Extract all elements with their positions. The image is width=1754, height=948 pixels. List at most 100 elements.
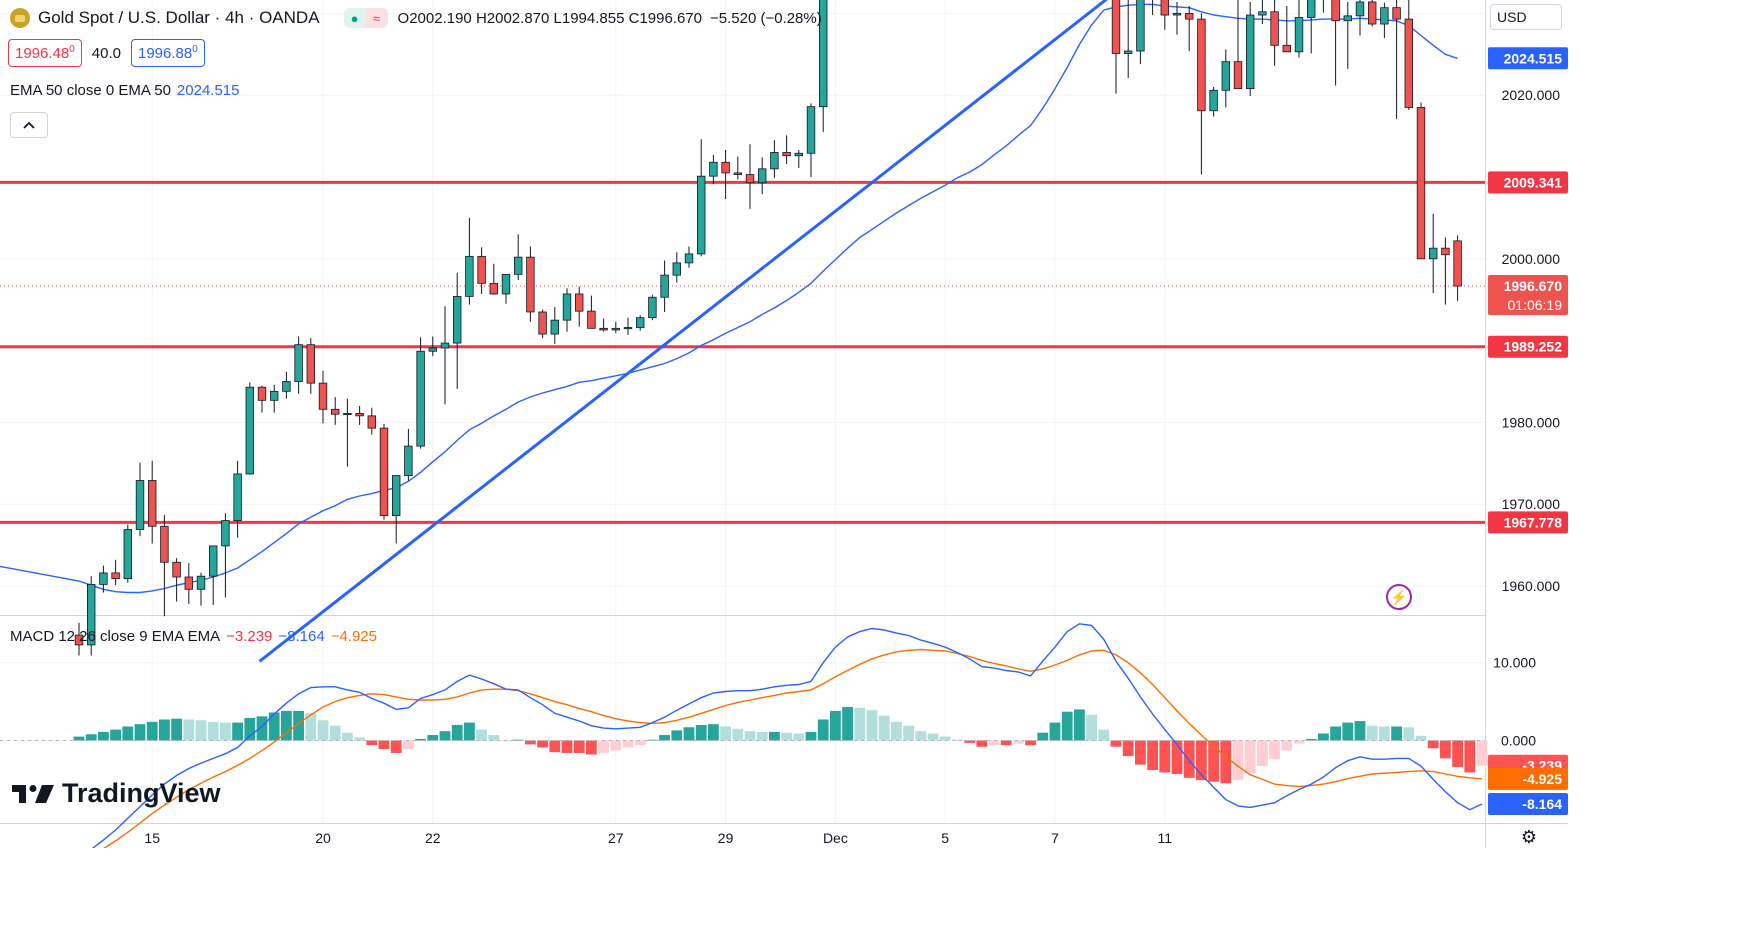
macd-histogram-bar [1159,740,1171,773]
macd-histogram-bar [427,735,439,741]
bid-price-sup: 0 [69,44,75,55]
spread-value: 40.0 [91,44,121,62]
candle-up [1343,15,1352,22]
macd-histogram-bar [1269,740,1280,760]
candle-down [1404,18,1413,108]
macd-histogram-bar [744,731,756,741]
macd-histogram-bar [293,710,304,741]
buy-button[interactable]: 1996.880 [131,39,205,67]
macd-histogram-bar [573,740,585,753]
candle-down [526,256,535,313]
candle-down [782,152,791,157]
candle-down [1270,11,1279,46]
time-tick-label: 27 [608,830,624,846]
macd-histogram-bar [1379,726,1390,741]
macd-histogram-bar [134,724,146,741]
time-tick-label: 20 [315,830,331,846]
candle-down [1111,0,1121,54]
macd-histogram-bar [390,740,402,753]
macd-histogram-bar [1232,740,1244,781]
macd-histogram-bar [98,731,109,741]
candle-up [758,168,767,184]
ema-50-line[interactable] [0,3,1458,594]
candle-up [1294,17,1304,53]
macd-histogram-bar [830,710,841,741]
candle-down [721,161,730,174]
last-price-box [1488,275,1568,316]
ohlc-values: O2002.190 H2002.870 L1994.855 C1996.670 [397,9,702,27]
candle-down [1331,0,1340,22]
candle-down [172,561,181,578]
macd-histogram-bar [964,740,975,743]
macd-histogram-bar [268,712,280,741]
macd-histogram-bar [354,737,365,741]
price-change: −5.520 (−0.28%) [709,9,822,27]
macd-histogram-bar [1293,740,1305,744]
candle-up [1136,0,1145,52]
symbol-title[interactable]: Gold Spot / U.S. Dollar · 4h · OANDA [38,8,320,27]
candle-up [1246,14,1255,90]
candle-up [465,255,474,297]
collapse-indicators-button[interactable] [10,112,48,138]
macd-histogram-bar [1281,740,1293,751]
macd-histogram-bar [1208,740,1219,782]
chart-canvas[interactable]: 2080.0002070.0002060.0002050.0002040.000… [0,0,1568,848]
candle-down [318,382,328,410]
level-price-label: 1989.252 [1504,339,1563,355]
candle-up [452,296,462,344]
macd-histogram-bar [1305,738,1317,741]
candle-down [1185,12,1194,20]
candle-up [233,473,242,521]
macd-histogram-bar [159,719,170,741]
bid-price: 1996.48 [15,45,70,62]
candle-up [123,529,132,580]
macd-histogram-bar [634,740,646,746]
gear-icon[interactable]: ⚙ [1520,826,1538,847]
ask-price: 1996.88 [138,45,193,62]
macd-signal-line[interactable] [0,648,1483,849]
level-price-label-box [1488,171,1568,194]
candle-down [184,576,193,590]
candle-up [672,262,681,276]
market-status-pill[interactable]: ● ≈ [343,8,388,28]
macd-histogram-bar [720,726,731,741]
macd-histogram-bar [1354,721,1366,741]
quote-row: 1996.480 40.0 1996.880 [8,39,205,67]
candle-up [550,319,559,335]
macd-histogram-bar [854,707,866,741]
macd-histogram-bar [1476,740,1488,766]
currency-button[interactable]: USD [1490,4,1562,30]
macd-histogram-bar [195,720,207,741]
candle-up [428,347,437,352]
macd-histogram-bar [1403,727,1415,741]
sell-button[interactable]: 1996.480 [8,39,82,67]
candle-up [1172,12,1182,16]
time-tick-label: 15 [144,830,160,846]
macd-histogram-bar [1086,714,1097,741]
candle-down [599,327,608,331]
macd-histogram-bar [598,740,609,753]
macd-legend-label: MACD 12 26 close 9 EMA EMA [10,628,221,645]
candle-up [416,350,425,447]
macd-histogram-bar [878,715,890,741]
candle-up [660,274,669,298]
ema-legend-value: 2024.515 [176,82,240,99]
macd-histogram-bar [1415,735,1427,741]
macd-line[interactable] [0,623,1483,848]
trendline[interactable] [258,0,1187,663]
macd-histogram-bar [378,740,390,750]
macd-histogram-bar [73,736,85,741]
tradingview-logo[interactable]: TradingView [12,778,221,809]
candle-down [587,310,596,329]
candle-down [1392,7,1401,20]
candle-down [330,408,340,415]
macd-histogram-bar [842,707,853,741]
macd-histogram-bar [817,719,829,741]
macd-histogram-bar [1196,740,1207,781]
macd-histogram-bar [1049,722,1061,741]
macd-histogram-bar [244,717,256,741]
time-tick-label: 11 [1158,830,1173,846]
macd-legend[interactable]: MACD 12 26 close 9 EMA EMA −3.239 −8.164 −4… [10,628,377,645]
lightning-icon[interactable]: ⚡ [1386,584,1412,610]
ema-legend[interactable]: EMA 50 close 0 EMA 50 2024.515 [10,82,240,99]
